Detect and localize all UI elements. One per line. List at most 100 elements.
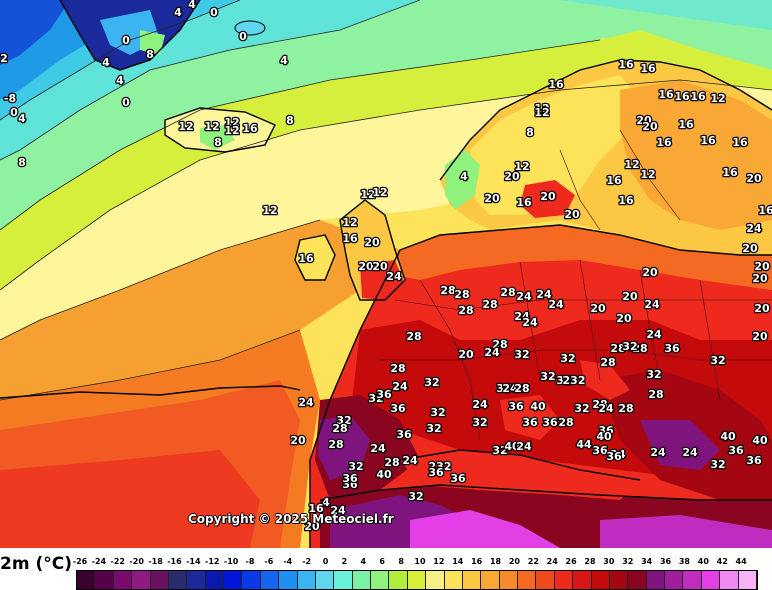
temperature-label: 12	[624, 158, 639, 171]
temperature-label: 28	[482, 298, 497, 311]
legend-tick-label: -2	[302, 557, 312, 566]
legend-tick-label: -6	[264, 557, 274, 566]
temperature-label: 20	[304, 520, 320, 533]
legend-swatch	[628, 571, 647, 589]
temperature-label: 16	[656, 136, 672, 149]
temperature-label: 20	[746, 172, 762, 185]
legend-swatch	[187, 571, 206, 589]
legend-tick-label: 10	[414, 557, 426, 566]
legend-swatch	[352, 571, 371, 589]
temperature-label: 12	[372, 186, 387, 199]
legend-swatch	[426, 571, 445, 589]
temperature-label: 40	[752, 434, 768, 447]
color-legend: 2m (°C) -26 -24 -22 -20 -18 -16 -14 -12 -10 -8 -6-…	[0, 548, 772, 590]
temperature-label: 28	[500, 286, 515, 299]
legend-swatch	[462, 571, 482, 589]
temperature-label: 32	[514, 348, 529, 361]
temperature-label: 28	[458, 304, 473, 317]
temperature-label: 16	[242, 122, 258, 135]
temperature-label: 4	[102, 56, 110, 69]
temperature-label: 32	[710, 354, 725, 367]
legend-color-bar	[76, 570, 758, 590]
temperature-label: 36	[664, 342, 680, 355]
temperature-label: 36	[522, 416, 538, 429]
temperature-label: 24	[514, 310, 530, 323]
temperature-label: 12	[342, 216, 357, 229]
temperature-label: 16	[690, 90, 706, 103]
legend-tick-label: -20	[129, 557, 144, 566]
temperature-label: 40	[530, 400, 546, 413]
temperature-label: 40	[376, 468, 392, 481]
temperature-label: 16	[308, 502, 324, 515]
temperature-label: 40	[504, 440, 520, 453]
temperature-label: 40	[720, 430, 736, 443]
temperature-label: 16	[722, 166, 738, 179]
legend-tick-label: -4	[283, 557, 293, 566]
legend-tick-label: -18	[148, 557, 163, 566]
temperature-label: 32	[556, 374, 571, 387]
legend-tick-label: 28	[584, 557, 596, 566]
temperature-label: 20	[616, 312, 632, 325]
legend-swatch	[77, 571, 96, 589]
sea-mediterranean	[400, 450, 640, 500]
temperature-label: 20	[754, 260, 770, 273]
legend-tick-label: -16	[167, 557, 182, 566]
temperature-label: 16	[658, 88, 674, 101]
legend-swatch	[407, 571, 427, 589]
legend-tick-label: -26	[72, 557, 88, 566]
temperature-label: 20	[458, 348, 474, 361]
temperature-label: 36	[428, 466, 444, 479]
sea-band-ne-cyan	[560, 0, 772, 30]
temperature-label: 36	[450, 472, 466, 485]
temperature-label: 24	[502, 382, 518, 395]
temperature-label: 24	[516, 440, 532, 453]
temperature-label: 32	[710, 458, 725, 471]
temperature-label: 2	[0, 52, 8, 65]
temperature-label: 32	[622, 340, 637, 353]
legend-tick-label: 4	[360, 557, 367, 566]
temperature-label: -8	[4, 92, 16, 105]
legend-swatch	[720, 571, 739, 589]
temperature-label: 36	[592, 444, 608, 457]
temperature-label: 20	[590, 302, 606, 315]
legend-tick-label: -22	[110, 557, 125, 566]
temperature-label: 28	[440, 284, 455, 297]
temperature-label: 28	[492, 338, 507, 351]
temperature-label: 4	[116, 74, 124, 87]
temperature-label: 16	[342, 232, 358, 245]
temperature-label: 8	[146, 48, 154, 61]
legend-swatch	[168, 571, 188, 589]
temperature-label: 24	[370, 442, 386, 455]
temperature-label: 32	[368, 392, 383, 405]
legend-swatch	[371, 571, 390, 589]
island-small	[234, 20, 266, 36]
temperature-label: 32	[492, 444, 507, 457]
temperature-label: 32	[430, 406, 445, 419]
temperature-label: 24	[646, 328, 662, 341]
temperature-label: 20	[504, 170, 520, 183]
legend-tick-label: 24	[546, 557, 558, 566]
temperature-label: 24	[548, 298, 564, 311]
temperature-label: 36	[376, 388, 392, 401]
temperature-label: 20	[622, 290, 638, 303]
temperature-label: 20	[540, 190, 556, 203]
land-finland	[620, 80, 772, 230]
legend-swatch	[260, 571, 280, 589]
legend-tick-label: 30	[603, 557, 615, 566]
temperature-label: 32	[336, 414, 351, 427]
temperature-label: 24	[536, 288, 552, 301]
legend-tick-label: 8	[398, 557, 404, 566]
land-central-europe-orange	[395, 225, 772, 290]
temperature-label: 4	[188, 0, 196, 11]
legend-swatch	[334, 571, 353, 589]
temperature-label: 20	[754, 302, 770, 315]
temperature-label: 16	[678, 118, 694, 131]
temperature-label: 36	[746, 454, 762, 467]
sea-tyrrhenian	[500, 395, 560, 440]
temperature-label: 28	[384, 456, 399, 469]
land-sweden-red	[520, 180, 575, 218]
legend-swatch	[573, 571, 592, 589]
temperature-label: 12	[710, 92, 725, 105]
legend-tick-label: -8	[245, 557, 255, 566]
temperature-label: 24	[644, 298, 660, 311]
